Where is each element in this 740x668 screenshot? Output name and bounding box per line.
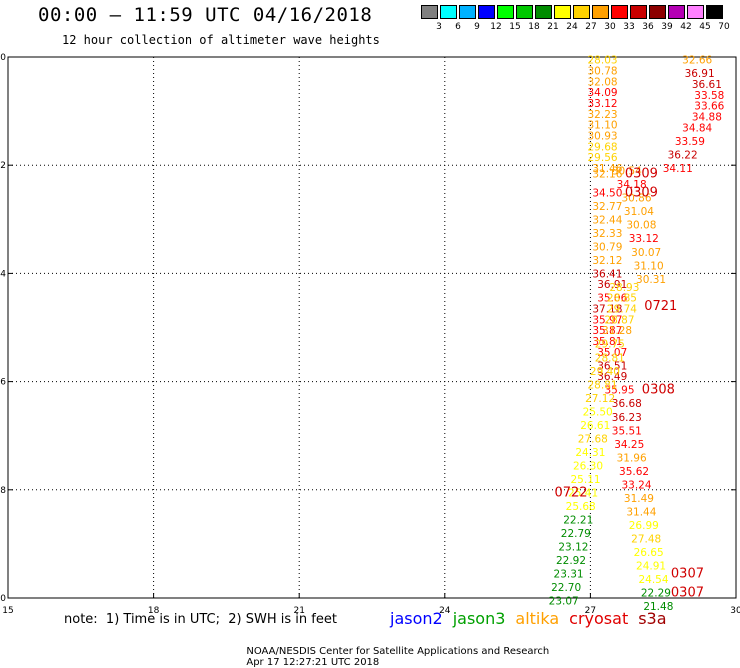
wave-height-value: 34.25 [614,439,644,451]
wave-height-value: 25.50 [583,406,613,418]
wave-height-points: 28.0330.7832.0834.0933.1232.2331.1030.93… [549,55,725,613]
wave-height-value: 33.59 [675,136,705,148]
wave-height-value: 35.51 [612,425,642,437]
wave-height-value: 27.12 [585,393,615,405]
wave-height-value: 23.12 [558,542,588,554]
wave-height-value: 34.11 [663,163,693,175]
wave-height-value: 32.12 [592,255,622,267]
wave-height-value: 32.44 [592,214,622,226]
wave-height-value: 32.33 [592,228,622,240]
pass-time-label: 0721 [644,299,677,314]
pass-time-label: 0307 [671,567,704,582]
wave-height-value: 32.77 [592,201,622,213]
wave-height-value: 28.81 [595,352,625,364]
satellite-legend: jason2 jason3 altika cryosat s3a [390,609,677,628]
wave-height-value: 36.22 [668,149,698,161]
wave-height-value: 22.92 [556,555,586,567]
wave-height-value: 31.04 [624,206,654,218]
wave-height-value: 26.65 [634,547,664,559]
lat-tick-label: -54 [0,269,6,279]
wave-height-value: 22.21 [563,515,593,527]
wave-height-value: 33.24 [621,479,651,491]
legend-item-s3a: s3a [638,609,666,628]
wave-height-value: 22.70 [551,582,581,594]
legend-item-cryosat: cryosat [569,609,628,628]
wave-height-value: 35.62 [619,466,649,478]
wave-height-value: 36.68 [612,398,642,410]
wave-height-value: 30.31 [636,274,666,286]
pass-time-label: 0308 [642,383,675,398]
legend-item-jason3: jason3 [453,609,506,628]
wave-height-value: 29.40 [590,366,620,378]
lat-tick-label: -52 [0,161,6,171]
lon-tick-label: 30 [730,606,740,616]
lat-tick-label: -50 [0,53,6,63]
wave-height-value: 30.08 [626,220,656,232]
wave-height-value: 27.48 [631,533,661,545]
pass-time-label: 0722 [554,486,587,501]
wave-height-value: 27.68 [578,433,608,445]
wave-height-value: 22.79 [561,528,591,540]
wave-height-value: 23.31 [554,569,584,581]
legend-item-altika: altika [515,609,559,628]
wave-height-value: 26.30 [573,460,603,472]
wave-height-value: 24.31 [575,447,605,459]
legend-item-jason2: jason2 [390,609,443,628]
wave-height-value: 22.29 [641,588,671,600]
wave-height-value: 31.28 [602,325,632,337]
lat-tick-label: -60 [0,594,6,604]
wave-height-value: 31.10 [634,260,664,272]
wave-height-value: 25.11 [571,474,601,486]
wave-height-value: 23.07 [549,596,579,608]
wave-height-value: 26.99 [629,520,659,532]
wave-height-value: 30.07 [631,247,661,259]
wave-height-value: 29.75 [595,339,625,351]
pass-time-label: 0309 [625,166,658,181]
lat-tick-label: -56 [0,378,6,388]
footnote: note: 1) Time is in UTC; 2) SWH is in fe… [64,612,337,627]
wave-height-value: 36.23 [612,412,642,424]
wave-height-value: 31.96 [617,452,647,464]
wave-height-value: 26.61 [580,420,610,432]
timestamp-text: Apr 17 12:27:21 UTC 2018 [246,657,379,668]
wave-height-value: 30.79 [592,241,622,253]
wave-height-value: 34.84 [682,122,712,134]
wave-height-value: 24.91 [636,561,666,573]
lon-tick-label: 15 [2,606,13,616]
pass-time-label: 0309 [625,185,658,200]
footer-credit: NOAA/NESDIS Center for Satellite Applica… [240,635,567,668]
credit-text: NOAA/NESDIS Center for Satellite Applica… [246,646,549,657]
lat-tick-label: -58 [0,486,6,496]
wave-height-value: 32.66 [682,55,712,67]
wave-height-value: 24.54 [638,574,668,586]
wave-height-value: 31.44 [626,506,656,518]
wave-height-value: 31.49 [624,493,654,505]
wave-height-value: 25.68 [566,501,596,513]
wave-height-value: 33.12 [629,233,659,245]
wave-height-value: 28.81 [588,379,618,391]
pass-time-label: 0307 [671,586,704,601]
